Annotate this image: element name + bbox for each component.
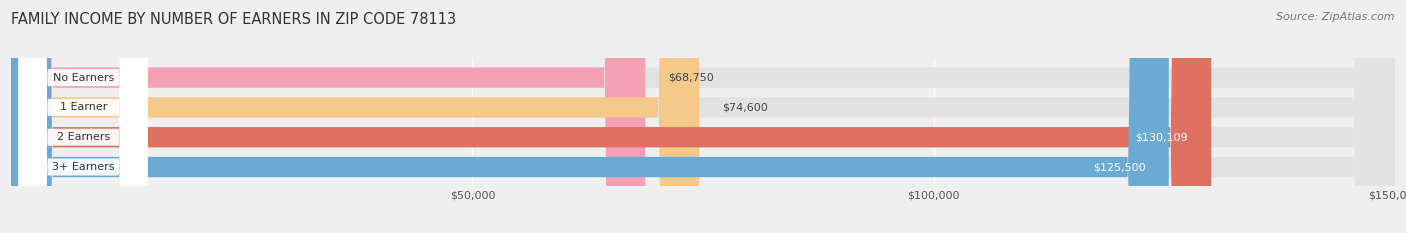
- FancyBboxPatch shape: [11, 0, 1395, 233]
- Text: $130,109: $130,109: [1136, 132, 1188, 142]
- Text: Source: ZipAtlas.com: Source: ZipAtlas.com: [1277, 12, 1395, 22]
- FancyBboxPatch shape: [18, 0, 148, 233]
- Text: 1 Earner: 1 Earner: [59, 103, 107, 113]
- FancyBboxPatch shape: [18, 0, 148, 233]
- Text: $125,500: $125,500: [1092, 162, 1146, 172]
- FancyBboxPatch shape: [11, 0, 1395, 233]
- FancyBboxPatch shape: [11, 0, 1168, 233]
- FancyBboxPatch shape: [18, 0, 148, 233]
- FancyBboxPatch shape: [11, 0, 1212, 233]
- Text: FAMILY INCOME BY NUMBER OF EARNERS IN ZIP CODE 78113: FAMILY INCOME BY NUMBER OF EARNERS IN ZI…: [11, 12, 457, 27]
- Text: $74,600: $74,600: [723, 103, 768, 113]
- Text: 2 Earners: 2 Earners: [56, 132, 110, 142]
- FancyBboxPatch shape: [11, 0, 699, 233]
- Text: $68,750: $68,750: [668, 73, 714, 83]
- Text: 3+ Earners: 3+ Earners: [52, 162, 114, 172]
- FancyBboxPatch shape: [18, 0, 148, 233]
- FancyBboxPatch shape: [11, 0, 1395, 233]
- FancyBboxPatch shape: [11, 0, 1395, 233]
- FancyBboxPatch shape: [11, 0, 645, 233]
- Text: No Earners: No Earners: [52, 73, 114, 83]
